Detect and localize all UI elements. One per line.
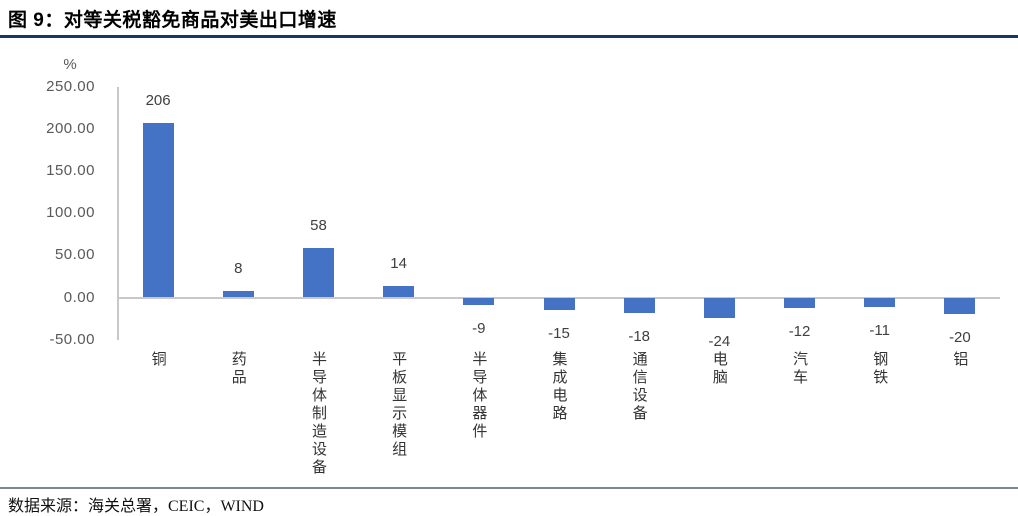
bar-value-label: -11 xyxy=(869,321,890,339)
bar xyxy=(703,297,735,318)
bar xyxy=(944,297,976,315)
category-label: 钢铁 xyxy=(871,351,888,387)
category-label: 半导体制造设备 xyxy=(309,351,326,477)
bar-value-label: -20 xyxy=(949,329,971,347)
figure-title: 图 9：对等关税豁免商品对美出口增速 xyxy=(8,10,337,31)
y-axis-tick-label: 0.00 xyxy=(63,288,95,306)
bar xyxy=(623,297,655,313)
bar xyxy=(383,285,415,298)
category-label: 电脑 xyxy=(710,351,727,387)
bar-value-label: 206 xyxy=(145,92,171,110)
data-source: 数据来源：海关总署，CEIC，WIND xyxy=(8,498,264,515)
category-label: 汽车 xyxy=(791,351,808,387)
y-axis-tick-label: -50.00 xyxy=(49,330,95,348)
bar-value-label: 8 xyxy=(234,259,243,277)
category-label: 半导体器件 xyxy=(470,351,487,441)
category-label: 铜 xyxy=(149,351,166,369)
y-axis-tick-label: 50.00 xyxy=(54,246,95,264)
bar-value-label: -9 xyxy=(472,320,486,338)
bar-value-label: 14 xyxy=(390,254,407,272)
category-label: 药品 xyxy=(229,351,246,387)
bar xyxy=(463,297,495,306)
bar xyxy=(142,123,174,298)
bar-value-label: -24 xyxy=(708,332,731,350)
category-label: 铝 xyxy=(951,351,968,369)
bar xyxy=(543,297,575,311)
y-axis-tick-label: 200.00 xyxy=(46,120,95,138)
category-label: 集成电路 xyxy=(550,351,567,423)
y-axis-tick-label: 100.00 xyxy=(46,204,95,222)
bar xyxy=(784,297,816,308)
bar xyxy=(864,297,896,307)
category-label: 平板显示模组 xyxy=(390,351,407,459)
category-label: 通信设备 xyxy=(630,351,647,423)
bar-value-label: -12 xyxy=(788,322,811,340)
bar-value-label: 58 xyxy=(310,217,327,235)
y-axis-tick-label: 150.00 xyxy=(46,162,95,180)
title-divider xyxy=(0,35,1018,38)
bar-value-label: -18 xyxy=(628,327,651,345)
bar-value-label: -15 xyxy=(548,325,570,343)
bar xyxy=(222,290,254,298)
bar xyxy=(302,248,334,298)
y-axis-line xyxy=(117,87,119,340)
y-axis-unit-label: % xyxy=(63,56,77,73)
footer-divider xyxy=(0,487,1018,489)
y-axis-tick-label: 250.00 xyxy=(46,78,95,95)
